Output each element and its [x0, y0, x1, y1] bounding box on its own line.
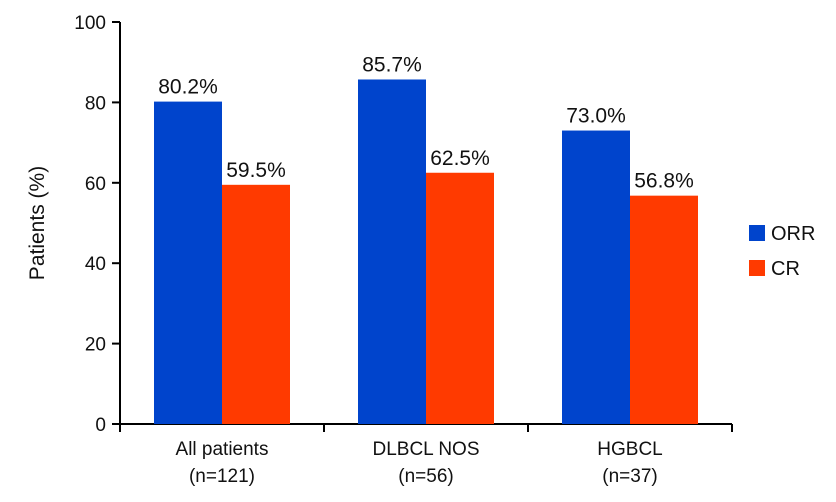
bar-cr — [426, 172, 494, 424]
data-label: 56.8% — [634, 170, 694, 193]
data-label: 59.5% — [226, 159, 286, 182]
y-tick-label: 60 — [85, 174, 106, 195]
x-category-label: DLBCL NOS — [373, 439, 480, 460]
y-tick-label: 100 — [74, 13, 106, 34]
data-label: 73.0% — [566, 105, 626, 128]
x-category-label: HGBCL — [597, 439, 662, 460]
x-category-sublabel: (n=56) — [398, 466, 453, 487]
x-category-label: All patients — [176, 439, 269, 460]
bar-cr — [222, 184, 290, 424]
y-axis-label: Patients (%) — [26, 166, 49, 280]
data-label: 85.7% — [362, 53, 422, 76]
x-category-sublabel: (n=37) — [602, 466, 657, 487]
bar-orr — [358, 79, 426, 425]
y-tick-label: 80 — [85, 93, 106, 114]
x-category-sublabel: (n=121) — [189, 466, 255, 487]
data-label: 62.5% — [430, 147, 490, 170]
y-tick-label: 0 — [95, 415, 106, 436]
legend-swatch-orr — [749, 225, 765, 241]
bar-orr — [154, 101, 222, 424]
legend-swatch-cr — [749, 260, 765, 276]
data-label: 80.2% — [158, 76, 218, 99]
bar-orr — [562, 130, 630, 425]
y-tick-label: 20 — [85, 335, 106, 356]
legend-label: ORR — [771, 223, 815, 245]
y-tick-label: 40 — [85, 254, 106, 275]
legend-label: CR — [771, 258, 800, 280]
bar-cr — [630, 195, 698, 424]
